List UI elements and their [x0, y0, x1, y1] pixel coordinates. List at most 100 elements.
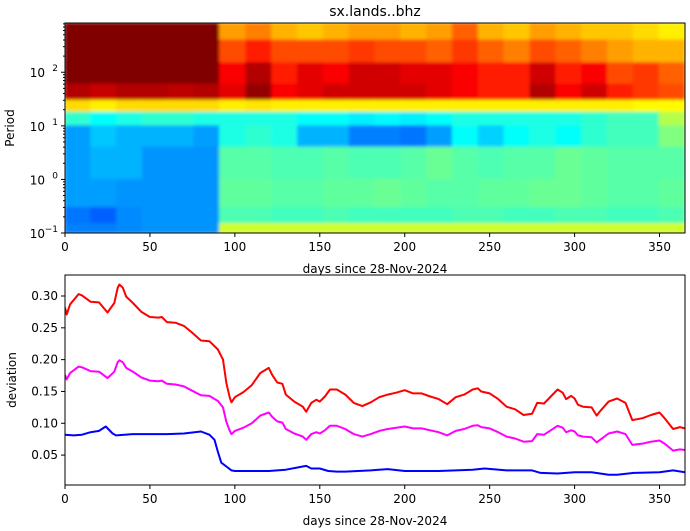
heatmap-cell [271, 125, 299, 148]
heatmap-cell [116, 99, 143, 113]
bottom-x-axis-label: days since 28-Nov-2024 [303, 514, 448, 528]
bottom-y-tick-label: 0.20 [31, 353, 58, 367]
heatmap-cell [529, 178, 557, 208]
heatmap-cell [374, 146, 402, 180]
heatmap-cell [632, 206, 660, 225]
heatmap-cell [322, 206, 350, 225]
heatmap-cell [477, 83, 505, 101]
heatmap-cell [374, 206, 402, 225]
heatmap-cell [167, 83, 195, 101]
heatmap-cell [477, 39, 505, 64]
heatmap-cell [322, 125, 350, 148]
heatmap-cell [426, 223, 453, 233]
heatmap-cell [632, 62, 660, 85]
heatmap-cell [529, 62, 557, 85]
heatmap-cell [503, 206, 531, 225]
heatmap-cell [297, 146, 324, 180]
heatmap-cell [555, 223, 583, 233]
heatmap-cell [658, 178, 685, 208]
heatmap-cell [400, 23, 428, 41]
heatmap-cell [90, 83, 118, 101]
heatmap-cell [374, 125, 402, 148]
heatmap-cell [65, 62, 92, 85]
heatmap-cell [632, 23, 660, 41]
heatmap-cell [426, 111, 453, 127]
heatmap-cell [141, 39, 169, 64]
bottom-y-tick-label: 0.30 [31, 289, 58, 303]
heatmap-cell [529, 223, 557, 233]
bottom-y-tick-label: 0.25 [31, 321, 58, 335]
heatmap-cell [219, 125, 247, 148]
heatmap-cell [297, 111, 324, 127]
heatmap-cell [374, 83, 402, 101]
heatmap-cell [503, 83, 531, 101]
heatmap-cell [451, 83, 479, 101]
heatmap-cell [219, 111, 247, 127]
heatmap-cell [116, 125, 143, 148]
heatmap-cell [219, 99, 247, 113]
heatmap-cells [65, 23, 685, 233]
heatmap-cell [245, 125, 273, 148]
heatmap-cell [219, 39, 247, 64]
heatmap-cell [116, 23, 143, 41]
top-x-axis-label: days since 28-Nov-2024 [303, 262, 448, 276]
heatmap-cell [90, 62, 118, 85]
heatmap-cell [245, 83, 273, 101]
heatmap-cell [632, 39, 660, 64]
heatmap-cell [477, 125, 505, 148]
heatmap-cell [581, 62, 609, 85]
bottom-y-tick-label: 0.15 [31, 384, 58, 398]
heatmap-cell [193, 125, 221, 148]
heatmap-cell [297, 39, 324, 64]
heatmap-cell [632, 223, 660, 233]
heatmap-cell [503, 146, 531, 180]
heatmap-cell [607, 223, 634, 233]
heatmap-cell [374, 223, 402, 233]
top-y-axis-label: Period [3, 109, 17, 146]
heatmap-cell [607, 146, 634, 180]
heatmap-cell [245, 39, 273, 64]
heatmap-cell [322, 146, 350, 180]
heatmap-cell [374, 178, 402, 208]
heatmap-cell [348, 206, 376, 225]
heatmap-cell [219, 178, 247, 208]
heatmap-cell [400, 99, 428, 113]
heatmap-cell [555, 62, 583, 85]
heatmap-cell [271, 111, 299, 127]
heatmap-cell [451, 39, 479, 64]
heatmap-cell [167, 39, 195, 64]
heatmap-cell [503, 125, 531, 148]
tick-base: 10 [30, 120, 45, 134]
heatmap-cell [607, 178, 634, 208]
heatmap-cell [426, 146, 453, 180]
heatmap-cell [632, 178, 660, 208]
heatmap-cell [167, 125, 195, 148]
heatmap-cell [581, 111, 609, 127]
heatmap-cell [116, 83, 143, 101]
heatmap-cell [658, 125, 685, 148]
heatmap-cell [141, 99, 169, 113]
heatmap-cell [65, 146, 92, 180]
heatmap-cell [193, 39, 221, 64]
heatmap-cell [400, 62, 428, 85]
heatmap-cell [426, 83, 453, 101]
heatmap-cell [400, 206, 428, 225]
heatmap-cell [426, 62, 453, 85]
heatmap-cell [477, 111, 505, 127]
heatmap-cell [658, 62, 685, 85]
top-x-tick-label: 50 [142, 240, 157, 254]
heatmap-cell [581, 99, 609, 113]
heatmap-cell [271, 99, 299, 113]
heatmap-cell [555, 206, 583, 225]
heatmap-cell [581, 23, 609, 41]
heatmap-cell [65, 83, 92, 101]
bottom-x-tick-label: 300 [563, 492, 586, 506]
heatmap-cell [581, 223, 609, 233]
heatmap-cell [219, 83, 247, 101]
heatmap-cell [555, 111, 583, 127]
heatmap-cell [90, 23, 118, 41]
heatmap-cell [451, 146, 479, 180]
deviation-series-0 [65, 283, 685, 430]
deviation-series-1 [65, 359, 685, 452]
heatmap-cell [348, 146, 376, 180]
